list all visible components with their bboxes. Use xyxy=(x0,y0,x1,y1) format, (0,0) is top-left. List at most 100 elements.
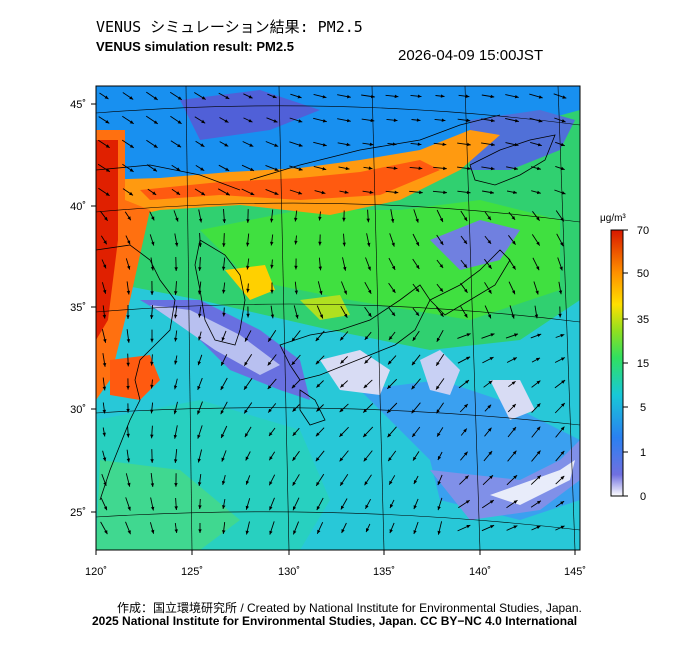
wind-arrow-head xyxy=(272,94,277,99)
wind-arrow-head xyxy=(292,407,297,412)
wind-arrow-head xyxy=(512,357,517,361)
wind-arrow-head xyxy=(419,190,423,195)
wind-arrow-head xyxy=(339,433,344,437)
wind-arrow-head xyxy=(536,380,541,385)
wind-arrow-head xyxy=(198,218,203,223)
wind-arrow-head xyxy=(197,361,201,366)
wind-arrow-head xyxy=(316,481,320,486)
wind-arrow-head xyxy=(490,118,495,123)
wind-arrow-head xyxy=(224,119,229,123)
wind-arrow-head xyxy=(368,289,372,294)
wind-arrow-head xyxy=(173,314,178,319)
wind-arrow-head xyxy=(129,168,134,172)
wind-arrow-head xyxy=(127,482,131,487)
wind-arrow-head xyxy=(417,94,422,98)
wind-arrow-head xyxy=(391,265,396,270)
wind-arrow-head xyxy=(368,166,373,170)
wind-arrow-head xyxy=(291,384,296,389)
wind-arrow-head xyxy=(104,530,108,535)
colorbar-tick-15: 15 xyxy=(637,358,649,370)
wind-arrow-head xyxy=(537,500,541,505)
wind-arrow-head xyxy=(321,190,326,195)
wind-arrow-head xyxy=(417,142,422,146)
wind-arrow-head xyxy=(102,386,107,391)
wind-arrow-head xyxy=(489,500,494,504)
wind-arrow-head xyxy=(364,336,369,340)
wind-arrow-head xyxy=(245,505,249,510)
wind-arrow-head xyxy=(514,95,519,99)
wind-arrow-head xyxy=(364,481,368,486)
lat-label-40: 40˚ xyxy=(70,201,86,213)
wind-arrow-head xyxy=(340,359,345,364)
wind-arrow-head xyxy=(150,459,154,463)
wind-arrow-head xyxy=(387,409,391,413)
wind-arrow-head xyxy=(392,142,397,146)
wind-arrow-head xyxy=(536,357,540,362)
wind-arrow-head xyxy=(368,312,372,317)
wind-arrow-head xyxy=(269,481,273,486)
wind-arrow-head xyxy=(439,264,444,268)
wind-arrow-head xyxy=(126,315,130,319)
wind-arrow-head xyxy=(487,216,491,221)
wind-arrow-head xyxy=(559,266,563,271)
lat-label-25: 25˚ xyxy=(70,507,86,519)
wind-arrow-head xyxy=(315,457,320,462)
wind-arrow-head xyxy=(443,166,447,171)
axis-ticks xyxy=(91,103,576,555)
wind-arrow-head xyxy=(174,267,178,271)
wind-arrow-head xyxy=(153,120,158,124)
wind-arrow-head xyxy=(297,95,302,99)
wind-arrow-head xyxy=(464,288,468,293)
wind-arrow-head xyxy=(346,142,351,147)
wind-arrow-head xyxy=(389,480,393,485)
wind-arrow-head xyxy=(103,338,107,343)
wind-arrow-head xyxy=(270,289,274,294)
wind-arrow-head xyxy=(220,386,224,390)
wind-arrow-head xyxy=(319,290,323,295)
wind-arrow-head xyxy=(487,240,492,244)
wind-arrow-head xyxy=(150,409,154,414)
wind-arrow-head xyxy=(201,96,206,100)
wind-arrow-head xyxy=(561,403,565,407)
wind-arrow-head xyxy=(415,265,420,269)
wind-arrow-head xyxy=(536,266,540,271)
wind-arrow-head xyxy=(150,529,155,534)
wind-arrow-head xyxy=(270,218,274,223)
wind-arrow-head xyxy=(269,456,273,461)
wind-arrow-head xyxy=(536,190,541,195)
wind-arrow-head xyxy=(250,167,254,171)
wind-arrow-head xyxy=(364,359,369,364)
wind-arrow-head xyxy=(413,530,417,534)
wind-arrow-head xyxy=(390,218,395,223)
wind-arrow-head xyxy=(198,336,202,341)
wind-arrow-head xyxy=(246,265,250,270)
wind-arrow-head xyxy=(177,120,182,124)
wind-arrow-head xyxy=(127,265,131,270)
wind-arrow-head xyxy=(339,408,344,413)
wind-arrow-head xyxy=(225,95,230,99)
wind-arrow-head xyxy=(515,119,519,123)
wind-arrow-head xyxy=(200,167,205,171)
wind-arrow-head xyxy=(466,356,471,360)
wind-arrow-head xyxy=(490,94,495,99)
wind-arrow-head xyxy=(200,143,205,147)
wind-arrow-head xyxy=(126,458,131,463)
wind-arrow-head xyxy=(339,457,344,462)
wind-arrow-head xyxy=(437,456,442,460)
wind-arrow-head xyxy=(221,457,225,462)
wind-arrow-head xyxy=(437,506,441,511)
wind-arrow-head xyxy=(512,265,516,270)
wind-arrow-head xyxy=(511,216,516,220)
wind-arrow-head xyxy=(487,404,492,409)
wind-arrow-head xyxy=(102,289,107,294)
wind-arrow-head xyxy=(387,385,392,389)
wind-arrow-head xyxy=(342,242,346,247)
wind-arrow-head xyxy=(126,290,131,295)
wind-arrow-head xyxy=(464,475,469,480)
wind-arrow-head xyxy=(366,218,370,223)
wind-arrow-head xyxy=(437,530,441,535)
wind-arrow-head xyxy=(317,529,321,534)
wind-arrow-head xyxy=(316,506,320,511)
wind-arrow-head xyxy=(151,241,155,246)
